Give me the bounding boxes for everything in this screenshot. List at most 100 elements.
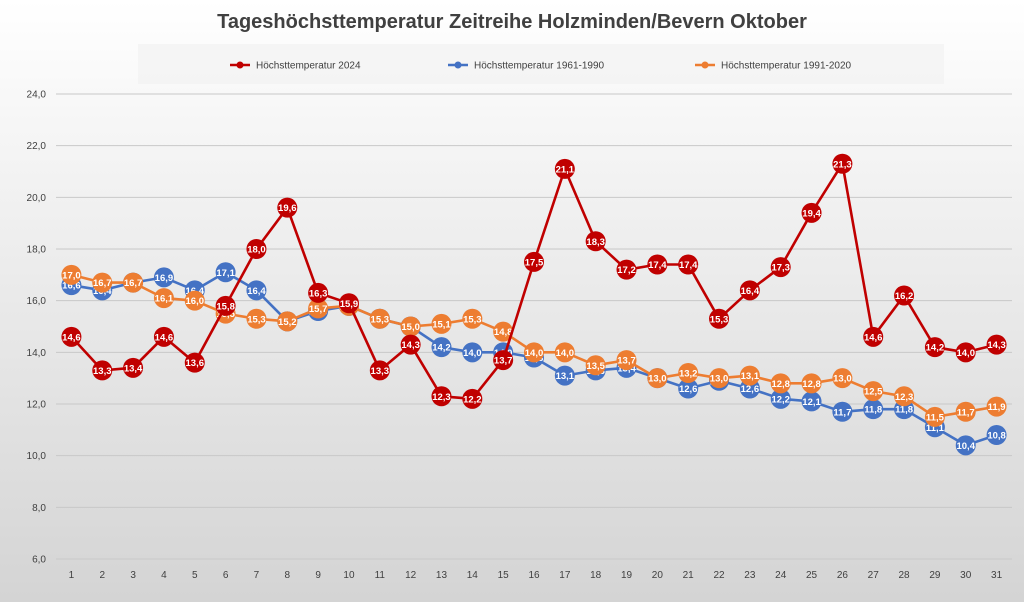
data-point <box>153 288 174 309</box>
data-label: 14,3 <box>401 340 420 351</box>
data-label: 15,1 <box>432 319 451 330</box>
data-point <box>462 342 483 363</box>
y-tick-label: 20,0 <box>27 193 47 204</box>
data-point <box>585 355 606 376</box>
data-point <box>554 158 575 179</box>
data-point <box>863 381 884 402</box>
data-label: 13,0 <box>648 374 667 385</box>
data-label: 13,4 <box>124 363 143 374</box>
data-label: 13,3 <box>93 366 112 377</box>
data-label: 15,8 <box>216 301 235 312</box>
data-point <box>832 368 853 389</box>
data-point <box>709 368 730 389</box>
data-point <box>123 357 144 378</box>
legend-label: Höchsttemperatur 1961-1990 <box>474 61 605 72</box>
data-label: 10,8 <box>987 431 1006 442</box>
data-point <box>246 280 267 301</box>
data-point <box>709 308 730 329</box>
data-point <box>739 280 760 301</box>
x-tick-label: 3 <box>130 570 136 581</box>
data-point <box>277 197 298 218</box>
data-label: 17,2 <box>617 265 636 276</box>
data-label: 15,2 <box>278 317 297 328</box>
data-label: 17,4 <box>648 260 667 271</box>
data-label: 16,4 <box>247 286 266 297</box>
data-label: 14,6 <box>864 332 883 343</box>
y-tick-label: 6,0 <box>32 555 46 566</box>
data-point <box>246 308 267 329</box>
data-label: 14,6 <box>155 332 174 343</box>
data-point <box>61 326 82 347</box>
series-0: 14,6 13,3 13,4 14,6 13,6 15,8 18,0 19,6 16,3 15,9… <box>61 153 1007 409</box>
data-label: 17,3 <box>771 263 790 274</box>
data-label: 13,2 <box>679 369 698 380</box>
data-label: 15,7 <box>309 304 328 315</box>
data-point <box>863 326 884 347</box>
data-point <box>955 401 976 422</box>
data-label: 15,3 <box>371 314 390 325</box>
data-point <box>801 373 822 394</box>
data-label: 17,4 <box>679 260 698 271</box>
data-label: 12,6 <box>679 384 698 395</box>
data-label: 15,0 <box>401 322 420 333</box>
data-label: 16,2 <box>895 291 914 302</box>
data-label: 12,5 <box>864 387 883 398</box>
data-point <box>894 285 915 306</box>
data-point <box>986 396 1007 417</box>
data-label: 12,8 <box>802 379 821 390</box>
data-label: 21,1 <box>556 164 575 175</box>
data-point <box>184 290 205 311</box>
axes: 6,08,010,012,014,016,018,020,022,024,01 2… <box>27 90 1003 582</box>
data-point <box>801 391 822 412</box>
data-label: 12,2 <box>771 394 790 405</box>
data-label: 13,1 <box>556 371 575 382</box>
data-label: 14,2 <box>432 343 451 354</box>
data-label: 15,3 <box>710 314 729 325</box>
data-point <box>369 308 390 329</box>
data-label: 11,1 <box>926 423 945 434</box>
x-tick-label: 11 <box>375 570 386 581</box>
data-point <box>894 386 915 407</box>
data-label: 19,6 <box>278 203 297 214</box>
data-label: 11,5 <box>926 412 945 423</box>
data-label: 17,5 <box>525 257 544 268</box>
data-point <box>308 298 329 319</box>
data-point <box>61 264 82 285</box>
x-tick-label: 5 <box>192 570 198 581</box>
data-label: 15,3 <box>247 314 266 325</box>
legend-label: Höchsttemperatur 2024 <box>256 61 361 72</box>
data-label: 12,1 <box>802 397 821 408</box>
y-tick-label: 18,0 <box>27 245 47 256</box>
data-label: 19,4 <box>802 208 821 219</box>
data-point <box>308 282 329 303</box>
data-point <box>462 308 483 329</box>
x-tick-label: 12 <box>405 570 417 581</box>
data-label: 17,1 <box>216 268 235 279</box>
data-label: 14,3 <box>987 340 1006 351</box>
data-label: 16,7 <box>124 278 143 289</box>
y-tick-label: 22,0 <box>27 141 47 152</box>
data-label: 16,6 <box>62 281 81 292</box>
data-label: 13,1 <box>741 371 760 382</box>
data-label: 16,0 <box>186 296 205 307</box>
y-tick-label: 8,0 <box>32 503 46 514</box>
data-label: 13,5 <box>586 361 605 372</box>
data-label: 14,0 <box>525 348 544 359</box>
data-label: 14,2 <box>926 343 945 354</box>
data-point <box>524 342 544 363</box>
data-label: 18,3 <box>586 237 605 248</box>
data-point <box>493 321 514 342</box>
data-label: 14,0 <box>463 348 482 359</box>
data-label: 11,7 <box>833 407 851 418</box>
data-point <box>462 388 483 409</box>
data-label: 14,0 <box>556 348 575 359</box>
x-tick-label: 4 <box>161 570 167 581</box>
data-label: 13,6 <box>186 358 205 369</box>
chart-title: Tageshöchsttemperatur Zeitreihe Holzmind… <box>217 11 807 33</box>
x-tick-label: 20 <box>652 570 664 581</box>
data-point <box>400 334 421 355</box>
x-tick-label: 10 <box>343 570 355 581</box>
data-point <box>493 350 514 371</box>
